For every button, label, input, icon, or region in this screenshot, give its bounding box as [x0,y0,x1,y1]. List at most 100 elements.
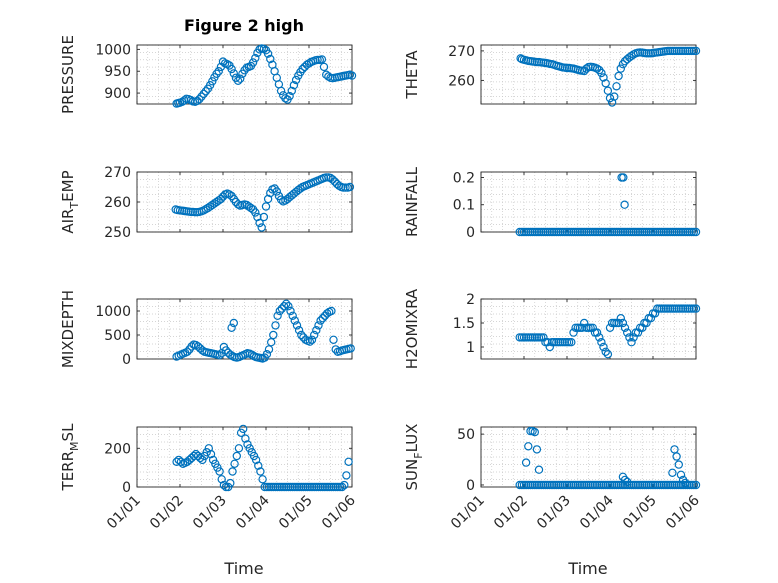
data-point [317,55,327,64]
data-point [627,51,636,61]
data-point [685,46,694,56]
data-point [612,82,621,91]
data-point [215,467,224,476]
subplot-theta: 260 270 THETA [403,44,701,107]
data-point [666,227,675,237]
data-point [564,227,574,237]
data-point [620,200,629,209]
data-point [530,427,540,437]
data-point [310,330,319,340]
data-point [228,467,237,476]
data-point [633,328,643,337]
data-point [215,351,224,360]
data-point [623,227,632,237]
data-point [549,338,559,347]
data-point [597,68,606,78]
data-point [592,64,602,73]
data-point [521,227,531,237]
data-point [623,328,632,337]
y-tick-label: 260 [104,195,131,211]
data-point [588,480,598,490]
data-point [674,304,684,313]
y-axis-label: RAINFALL [403,166,421,237]
data-point [217,475,226,484]
data-point [256,467,265,476]
axes-box [480,298,697,360]
data-point [672,304,681,313]
data-point [303,482,312,492]
data-point [631,227,641,237]
data-point [619,173,628,182]
axes-box [136,44,353,105]
y-axis-label: PRESSURE [59,35,77,114]
data-point [304,59,314,68]
data-point [631,328,641,337]
data-point [687,46,696,56]
data-point [254,461,263,470]
data-point [678,480,688,490]
data-point [258,475,267,484]
data-point [571,480,580,490]
data-point [558,338,567,347]
data-point [635,480,645,490]
data-point [603,86,613,95]
data-point [663,46,673,56]
data-point [601,480,610,490]
axes-box [480,171,697,233]
data-point [524,480,533,490]
data-point [324,72,333,81]
y-tick-label: 1.5 [453,316,475,332]
data-point [345,182,355,192]
y-tick-label: 2 [466,292,475,308]
data-point [545,227,555,237]
data-point [642,227,651,237]
data-point [302,60,312,69]
data-point [627,338,636,347]
data-point [614,71,623,81]
data-point [657,304,666,313]
y-tick-label: 0.1 [453,198,475,214]
data-point [307,335,317,344]
data-point [638,323,647,332]
data-point [291,75,301,85]
subplot-pressure: 900 950 1000 PRESSURE [59,35,357,114]
data-point [316,482,325,492]
data-point [653,227,662,237]
data-point [221,346,231,355]
data-point [537,333,546,342]
data-point [616,64,626,73]
data-point [282,299,291,308]
data-point [208,77,217,86]
data-point [678,227,688,237]
y-tick-label: 200 [104,441,131,457]
data-point [605,93,615,103]
data-point [264,345,274,354]
data-point [564,480,574,490]
data-point [691,480,701,490]
data-point [261,202,271,211]
data-point [571,227,580,237]
data-point [629,333,638,342]
data-point [650,309,660,318]
data-point [674,227,684,237]
data-point [603,350,613,359]
data-point [286,306,295,316]
data-point [524,442,533,451]
y-tick-label: 950 [104,64,131,80]
data-point [672,480,681,490]
data-point [672,452,681,461]
data-point [292,321,302,330]
data-point [666,304,675,313]
data-point [534,227,544,237]
data-point [340,480,349,490]
data-point [644,314,653,323]
y-axis-label: AIRTEMP [59,170,81,233]
data-point [556,480,565,490]
data-point [650,480,660,490]
data-point [286,482,295,492]
data-point [657,480,666,490]
data-point [521,458,531,467]
data-point [623,480,632,490]
data-point [325,482,334,492]
data-point [543,480,552,490]
